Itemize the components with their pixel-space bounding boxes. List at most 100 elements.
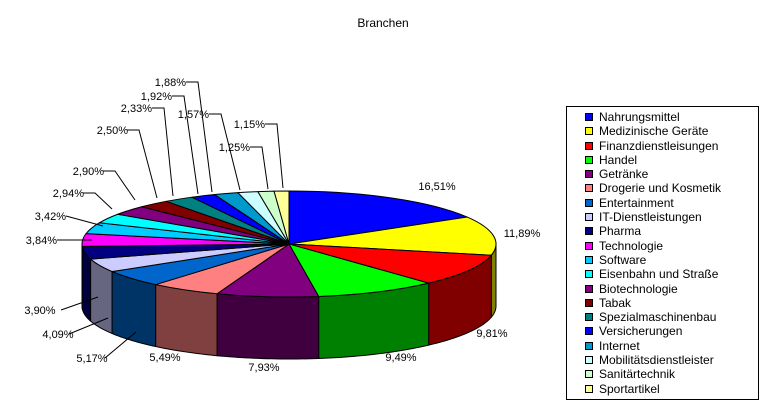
data-label-getraenke: 7,93% <box>248 362 279 374</box>
leader-line-software <box>65 215 104 227</box>
legend-item-versicherungen: Versicherungen <box>585 324 758 339</box>
data-label-internet: 1,88% <box>155 77 186 89</box>
legend-item-sportartikel: Sportartikel <box>585 381 758 396</box>
legend-label: Tabak <box>599 295 632 310</box>
data-label-entertainment: 5,17% <box>76 353 107 365</box>
chart-legend: Nahrungsmittel Medizinische Geräte Finanzd… <box>566 106 759 400</box>
data-label-spezialmaschinenbau: 2,33% <box>121 103 152 115</box>
legend-label: Sanitärtechnik <box>599 367 676 382</box>
leader-line-internet <box>186 81 213 193</box>
legend-swatch <box>585 141 593 150</box>
legend-item-getraenke: Getränke <box>585 167 758 182</box>
legend-label: IT-Dienstleistungen <box>599 210 702 225</box>
slice-finanzdienstleisungen <box>288 243 492 284</box>
data-label-sanitaertechnik: 1,25% <box>219 142 250 154</box>
legend-swatch <box>585 155 593 164</box>
leader-line-sportartikel <box>265 123 284 189</box>
slice-handel <box>288 243 430 297</box>
legend-item-technologie: Technologie <box>585 238 758 253</box>
leader-line-pharma <box>60 296 99 311</box>
legend-item-biotechnologie: Biotechnologie <box>585 281 758 296</box>
legend-item-it-dienstleistungen: IT-Dienstleistungen <box>585 210 758 225</box>
legend-label: Drogerie und Kosmetik <box>599 181 722 196</box>
legend-item-entertainment: Entertainment <box>585 195 758 210</box>
slice-side-drogerie-und-kosmetik <box>155 284 218 357</box>
legend-label: Eisenbahn und Straße <box>599 267 719 282</box>
legend-swatch <box>585 356 593 365</box>
leader-line-mobilitaetsdienstleister <box>209 113 241 191</box>
slice-getraenke <box>216 243 320 298</box>
legend-label: Technologie <box>599 238 664 253</box>
legend-item-software: Software <box>585 252 758 267</box>
legend-item-tabak: Tabak <box>585 295 758 310</box>
legend-label: Sportartikel <box>599 381 660 396</box>
legend-swatch <box>585 184 593 193</box>
leader-line-biotechnologie <box>103 170 136 201</box>
legend-label: Medizinische Geräte <box>599 124 709 139</box>
legend-label: Mobilitätsdienstleister <box>599 353 714 368</box>
legend-label: Versicherungen <box>599 324 683 339</box>
legend-swatch <box>585 313 593 322</box>
legend-swatch <box>585 255 593 264</box>
leader-line-spezialmaschinenbau <box>152 107 174 197</box>
legend-label: Getränke <box>599 167 649 182</box>
legend-item-medizinische-geraete: Medizinische Geräte <box>585 124 758 139</box>
data-label-biotechnologie: 2,90% <box>73 166 104 178</box>
data-label-tabak: 2,50% <box>97 125 128 137</box>
data-label-medizinische-geraete: 11,89% <box>504 228 541 240</box>
data-label-nahrungsmittel: 16,51% <box>418 181 456 193</box>
data-label-sportartikel: 1,15% <box>234 119 265 131</box>
legend-swatch <box>585 270 593 279</box>
slice-nahrungsmittel <box>288 190 468 245</box>
legend-swatch <box>585 198 593 207</box>
legend-label: Spezialmaschinenbau <box>599 310 717 325</box>
data-label-drogerie-und-kosmetik: 5,49% <box>149 352 180 364</box>
legend-label: Software <box>599 252 647 267</box>
legend-swatch <box>585 284 593 293</box>
legend-label: Nahrungsmittel <box>599 110 680 124</box>
legend-label: Internet <box>599 338 640 353</box>
data-label-technologie: 3,84% <box>26 235 57 247</box>
slice-side-getraenke <box>216 293 320 360</box>
slice-sportartikel <box>273 190 290 245</box>
legend-swatch <box>585 213 593 222</box>
legend-label: Pharma <box>599 224 642 239</box>
leader-line-eisenbahn-und-strasse <box>83 192 113 210</box>
legend-label: Handel <box>599 152 638 167</box>
leader-line-it-dienstleistungen <box>68 317 109 335</box>
legend-label: Entertainment <box>599 195 674 210</box>
legend-swatch <box>585 127 593 136</box>
legend-item-handel: Handel <box>585 152 758 167</box>
data-label-handel: 9,49% <box>385 352 416 364</box>
legend-swatch <box>585 227 593 236</box>
legend-item-sanitaertechnik: Sanitärtechnik <box>585 367 758 382</box>
legend-item-finanzdienstleisungen: Finanzdienstleisungen <box>585 138 758 153</box>
legend-item-mobilitaetsdienstleister: Mobilitätsdienstleister <box>585 353 758 368</box>
data-label-mobilitaetsdienstleister: 1,57% <box>178 109 209 121</box>
data-label-finanzdienstleisungen: 9,81% <box>476 328 507 340</box>
data-label-eisenbahn-und-strasse: 2,94% <box>53 188 84 200</box>
legend-swatch <box>585 341 593 350</box>
leader-line-tabak <box>127 129 158 199</box>
legend-item-drogerie-und-kosmetik: Drogerie und Kosmetik <box>585 181 758 196</box>
chart-title: Branchen <box>357 16 409 30</box>
legend-item-internet: Internet <box>585 338 758 353</box>
leader-line-entertainment <box>104 331 137 359</box>
leader-line-sanitaertechnik <box>250 146 269 190</box>
data-label-pharma: 3,90% <box>24 305 55 317</box>
legend-item-nahrungsmittel: Nahrungsmittel <box>585 110 758 124</box>
legend-label: Biotechnologie <box>599 281 678 296</box>
legend-swatch <box>585 384 593 393</box>
legend-item-spezialmaschinenbau: Spezialmaschinenbau <box>585 310 758 325</box>
slice-medizinische-geraete <box>288 216 497 256</box>
legend-swatch <box>585 327 593 336</box>
legend-item-eisenbahn-und-strasse: Eisenbahn und Straße <box>585 267 758 282</box>
legend-label: Finanzdienstleisungen <box>599 138 719 153</box>
legend-swatch <box>585 170 593 179</box>
legend-swatch <box>585 370 593 379</box>
legend-swatch <box>585 298 593 307</box>
data-label-versicherungen: 1,92% <box>141 91 172 103</box>
data-label-software: 3,42% <box>35 211 66 223</box>
